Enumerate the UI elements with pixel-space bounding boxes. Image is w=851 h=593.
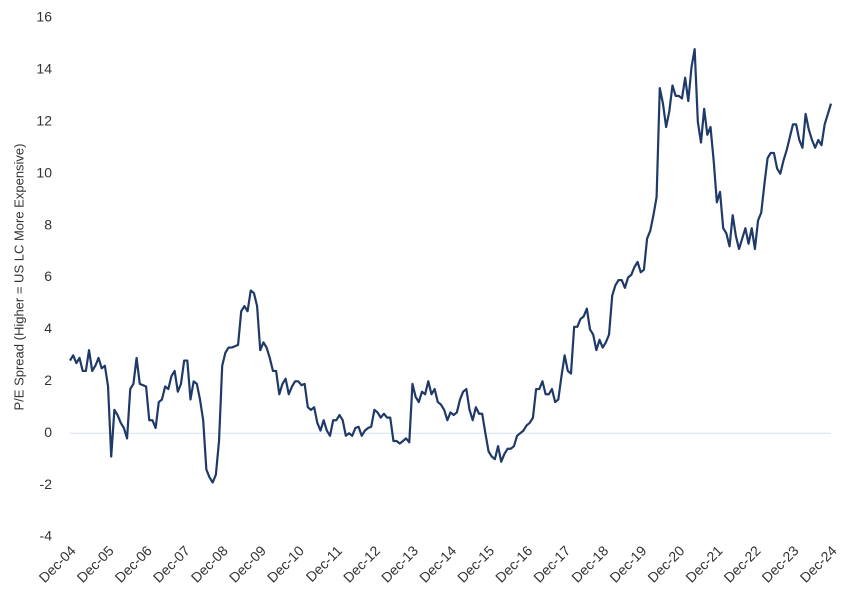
- x-tick-label: Dec-24: [797, 542, 840, 585]
- y-axis-label: P/E Spread (Higher = US LC More Expensiv…: [11, 144, 26, 411]
- x-tick-label: Dec-04: [36, 542, 79, 585]
- y-tick-label: 6: [44, 268, 52, 284]
- y-tick-label: 2: [44, 372, 52, 388]
- x-tick-label: Dec-05: [74, 542, 117, 585]
- y-tick-label: 12: [36, 113, 52, 129]
- x-tick-label: Dec-19: [606, 542, 649, 585]
- x-tick-label: Dec-21: [682, 542, 725, 585]
- x-tick-label: Dec-09: [226, 542, 269, 585]
- y-tick-label: 16: [36, 9, 52, 25]
- x-tick-label: Dec-14: [416, 542, 459, 585]
- x-tick-label: Dec-18: [568, 542, 611, 585]
- x-tick-label: Dec-22: [720, 542, 763, 585]
- y-tick-label: 4: [44, 320, 52, 336]
- x-tick-label: Dec-20: [644, 542, 687, 585]
- x-tick-label: Dec-06: [112, 542, 155, 585]
- x-tick-label: Dec-23: [758, 542, 801, 585]
- x-tick-label: Dec-12: [340, 542, 383, 585]
- x-tick-label: Dec-15: [454, 542, 497, 585]
- x-tick-label: Dec-10: [264, 542, 307, 585]
- x-tick-label: Dec-08: [188, 542, 231, 585]
- x-tick-label: Dec-07: [150, 542, 193, 585]
- x-tick-label: Dec-16: [492, 542, 535, 585]
- y-tick-label: -2: [40, 476, 53, 492]
- line-series: [69, 48, 833, 484]
- y-tick-label: 10: [36, 164, 52, 180]
- y-tick-label: 0: [44, 424, 52, 440]
- x-tick-label: Dec-17: [530, 542, 573, 585]
- y-tick-label: 8: [44, 216, 52, 232]
- x-tick-label: Dec-13: [378, 542, 421, 585]
- x-tick-label: Dec-11: [303, 542, 346, 585]
- y-tick-label: -4: [40, 528, 53, 544]
- y-tick-label: 14: [36, 61, 52, 77]
